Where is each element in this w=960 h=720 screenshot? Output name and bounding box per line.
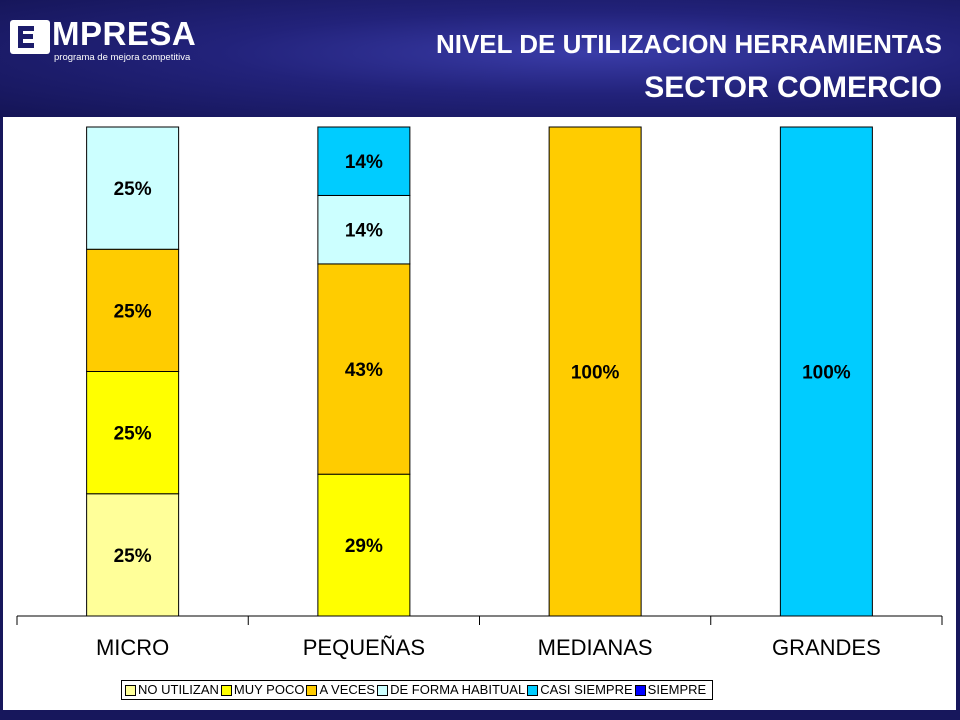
- header-banner: MPRESA programa de mejora competitiva NI…: [0, 0, 960, 118]
- page-subtitle: SECTOR COMERCIO: [644, 71, 942, 104]
- bar-segment: [86, 493, 180, 617]
- data-label: 43%: [345, 360, 383, 381]
- legend-item: NO UTILIZAN: [125, 682, 219, 698]
- legend-swatch: [125, 684, 136, 696]
- legend-item: A VECES: [306, 682, 375, 698]
- legend-item: CASI SIEMPRE: [527, 682, 633, 698]
- data-label: 25%: [114, 301, 152, 322]
- legend-swatch: [220, 684, 232, 696]
- legend-swatch: [527, 684, 539, 696]
- legend-item: SIEMPRE: [634, 682, 707, 698]
- page-title: NIVEL DE UTILIZACION HERRAMIENTAS: [435, 29, 942, 59]
- legend-label: MUY POCO: [233, 682, 305, 697]
- legend-swatch: [306, 684, 318, 696]
- legend-item: MUY POCO: [220, 682, 305, 698]
- bar-segment: [317, 194, 411, 265]
- legend-swatch: [377, 684, 389, 696]
- stacked-bar-chart: 25% 25% 25% 25% MICRO 29% 43% 14% 14% PEQUEÑAS 100…: [16, 126, 943, 660]
- category-tick-label: PEQUEÑAS: [303, 635, 425, 660]
- data-label: 29%: [345, 536, 383, 557]
- logo-e-icon: [10, 20, 50, 54]
- data-label: 14%: [345, 221, 383, 242]
- chart-legend: NO UTILIZAN MUY POCO A VECES DE FORMA HABIT…: [121, 680, 714, 700]
- legend-label: CASI SIEMPRE: [540, 682, 633, 697]
- data-label: 100%: [571, 363, 620, 384]
- data-label: 100%: [802, 363, 851, 384]
- legend-item: DE FORMA HABITUAL: [377, 682, 525, 698]
- data-label: 25%: [114, 179, 152, 200]
- bar-segment: [317, 473, 411, 617]
- data-label: 14%: [345, 152, 383, 173]
- logo-tagline: programa de mejora competitiva: [54, 52, 191, 63]
- legend-label: DE FORMA HABITUAL: [390, 682, 526, 697]
- logo-text: MPRESA: [52, 15, 197, 52]
- data-label: 25%: [114, 424, 152, 445]
- chart-panel: 25% 25% 25% 25% MICRO 29% 43% 14% 14% PEQUEÑAS 100…: [3, 117, 956, 710]
- legend-label: NO UTILIZAN: [138, 682, 219, 697]
- legend-label: SIEMPRE: [647, 682, 707, 697]
- legend-swatch: [634, 684, 646, 696]
- bar-segment: [86, 126, 180, 250]
- category-tick-label: MICRO: [96, 635, 169, 660]
- category-tick-label: GRANDES: [772, 635, 881, 660]
- empresa-logo: MPRESA programa de mejora competitiva: [8, 14, 208, 63]
- bar-segment: [317, 126, 411, 196]
- category-tick-label: MEDIANAS: [538, 635, 653, 660]
- legend-label: A VECES: [319, 682, 376, 697]
- bar-segment: [86, 371, 180, 495]
- data-label: 25%: [114, 546, 152, 567]
- bar-segment: [779, 126, 873, 617]
- bar-segment: [317, 263, 411, 475]
